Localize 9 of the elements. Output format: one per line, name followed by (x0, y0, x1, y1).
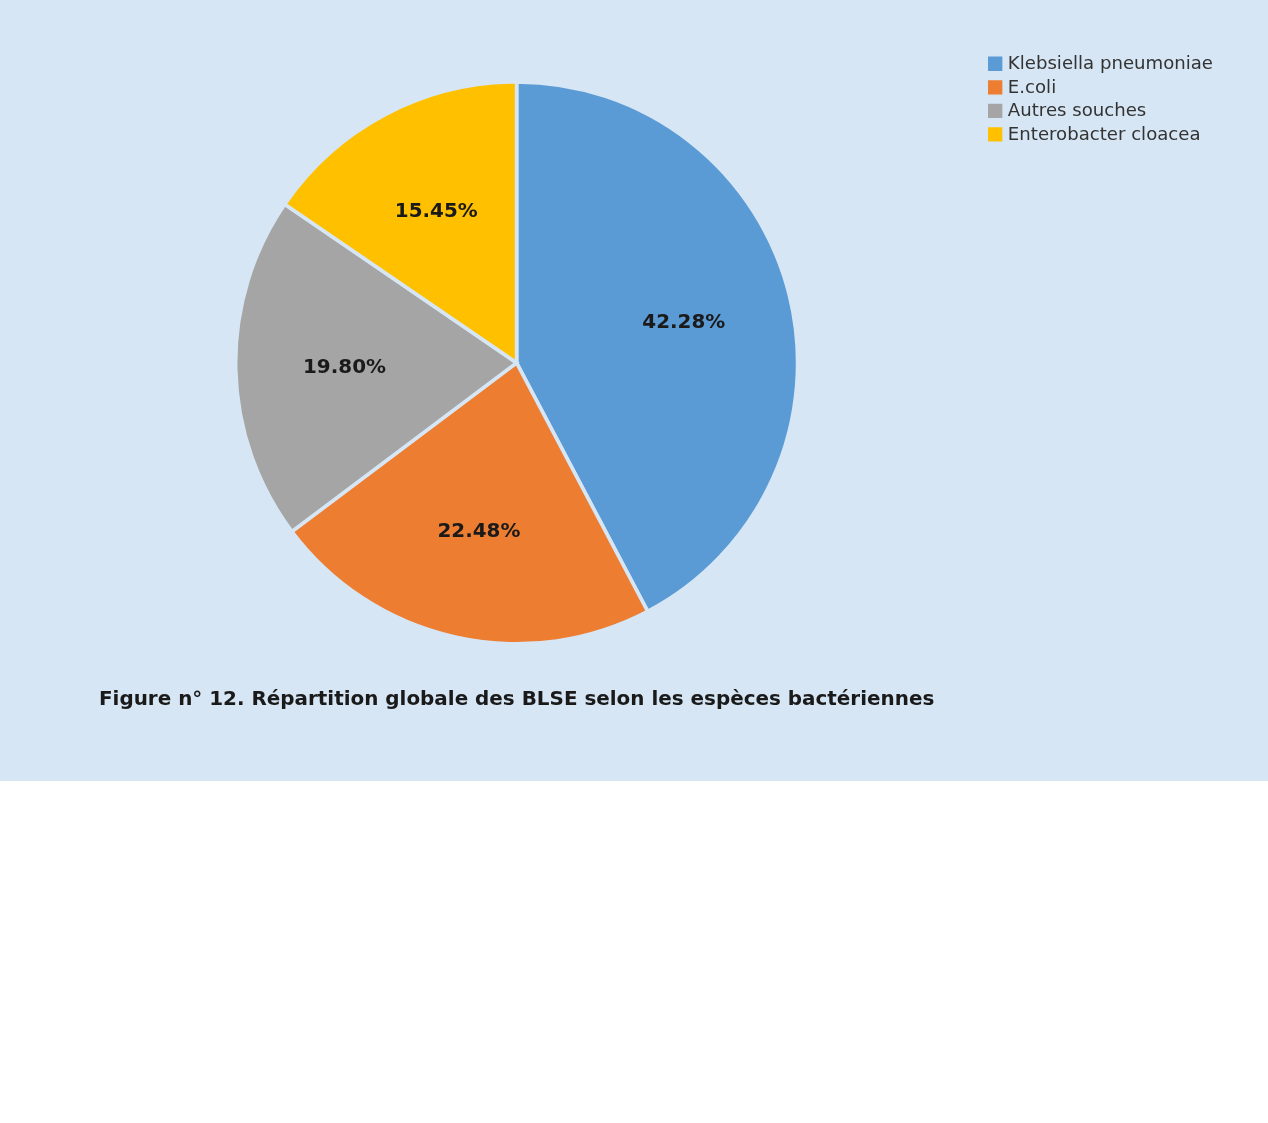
data-label: 42.28% (642, 309, 726, 333)
data-label: 22.48% (437, 519, 521, 543)
text: Figure n° 12. Répartition globale des BLSE selon les espèces bactériennes (98, 686, 935, 710)
legend-label: E.coli (1007, 75, 1057, 97)
data-label: 19.80% (302, 354, 386, 378)
data-label: 15.45% (394, 198, 478, 222)
legend-label: Klebsiella pneumoniae (1007, 52, 1214, 74)
legend-label: Autres souches (1007, 99, 1147, 121)
legend-label: Enterobacter cloacea (1007, 122, 1201, 144)
